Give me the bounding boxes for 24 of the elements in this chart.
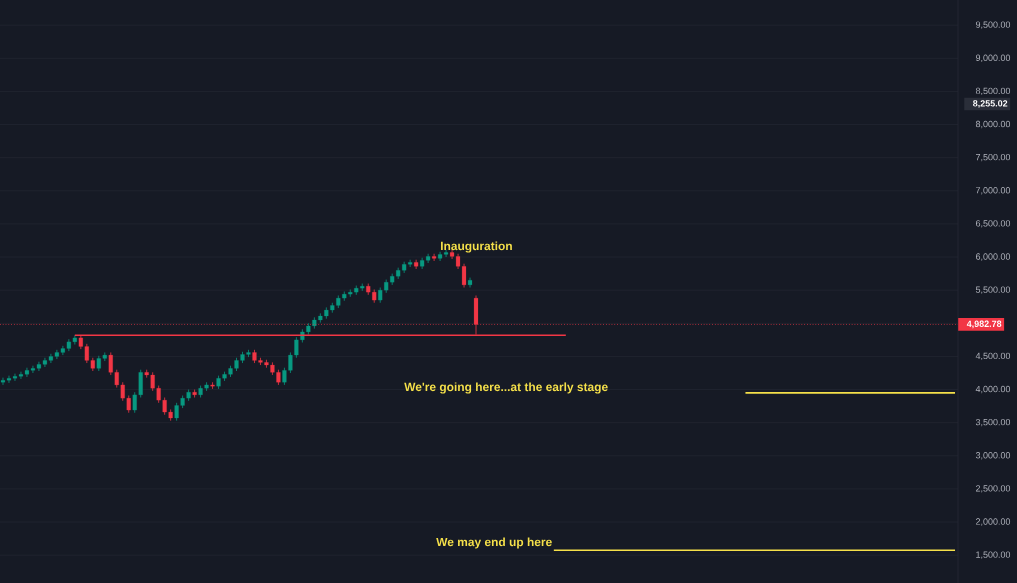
y-tick-label: 3,000.00 xyxy=(975,452,1011,460)
y-tick-label: 5,500.00 xyxy=(975,286,1011,294)
y-tick-label: 7,500.00 xyxy=(975,153,1011,162)
y-tick-label: 8,500.00 xyxy=(975,87,1011,96)
y-tick-label: 9,000.00 xyxy=(975,54,1011,62)
y-tick-label: 7,000.00 xyxy=(975,187,1011,195)
text: 8,255.02 xyxy=(973,100,1008,108)
y-tick-label: 3,500.00 xyxy=(975,418,1011,427)
candlestick xyxy=(432,253,437,262)
candlestick xyxy=(467,277,473,288)
y-tick-label: 1,500.00 xyxy=(976,551,1011,559)
annotation: We're going here...at the early stage xyxy=(404,382,608,394)
y-tick-label: 8,000.00 xyxy=(975,120,1011,129)
y-tick-label: 6,500.00 xyxy=(975,220,1011,228)
y-tick-label: 6,000.00 xyxy=(975,253,1011,261)
candlestick xyxy=(414,259,419,270)
y-tick-label: 9,500.00 xyxy=(975,21,1011,29)
y-tick-label: 4,500.00 xyxy=(975,352,1011,361)
annotation: Inauguration xyxy=(441,241,512,253)
annotation: We may end up here xyxy=(436,537,552,549)
y-tick-label: 4,000.00 xyxy=(975,385,1011,394)
ref-line-label: 4,982.78 xyxy=(966,320,1002,329)
y-tick-label: 2,500.00 xyxy=(975,485,1011,493)
y-tick-label: 2,000.00 xyxy=(975,518,1011,526)
